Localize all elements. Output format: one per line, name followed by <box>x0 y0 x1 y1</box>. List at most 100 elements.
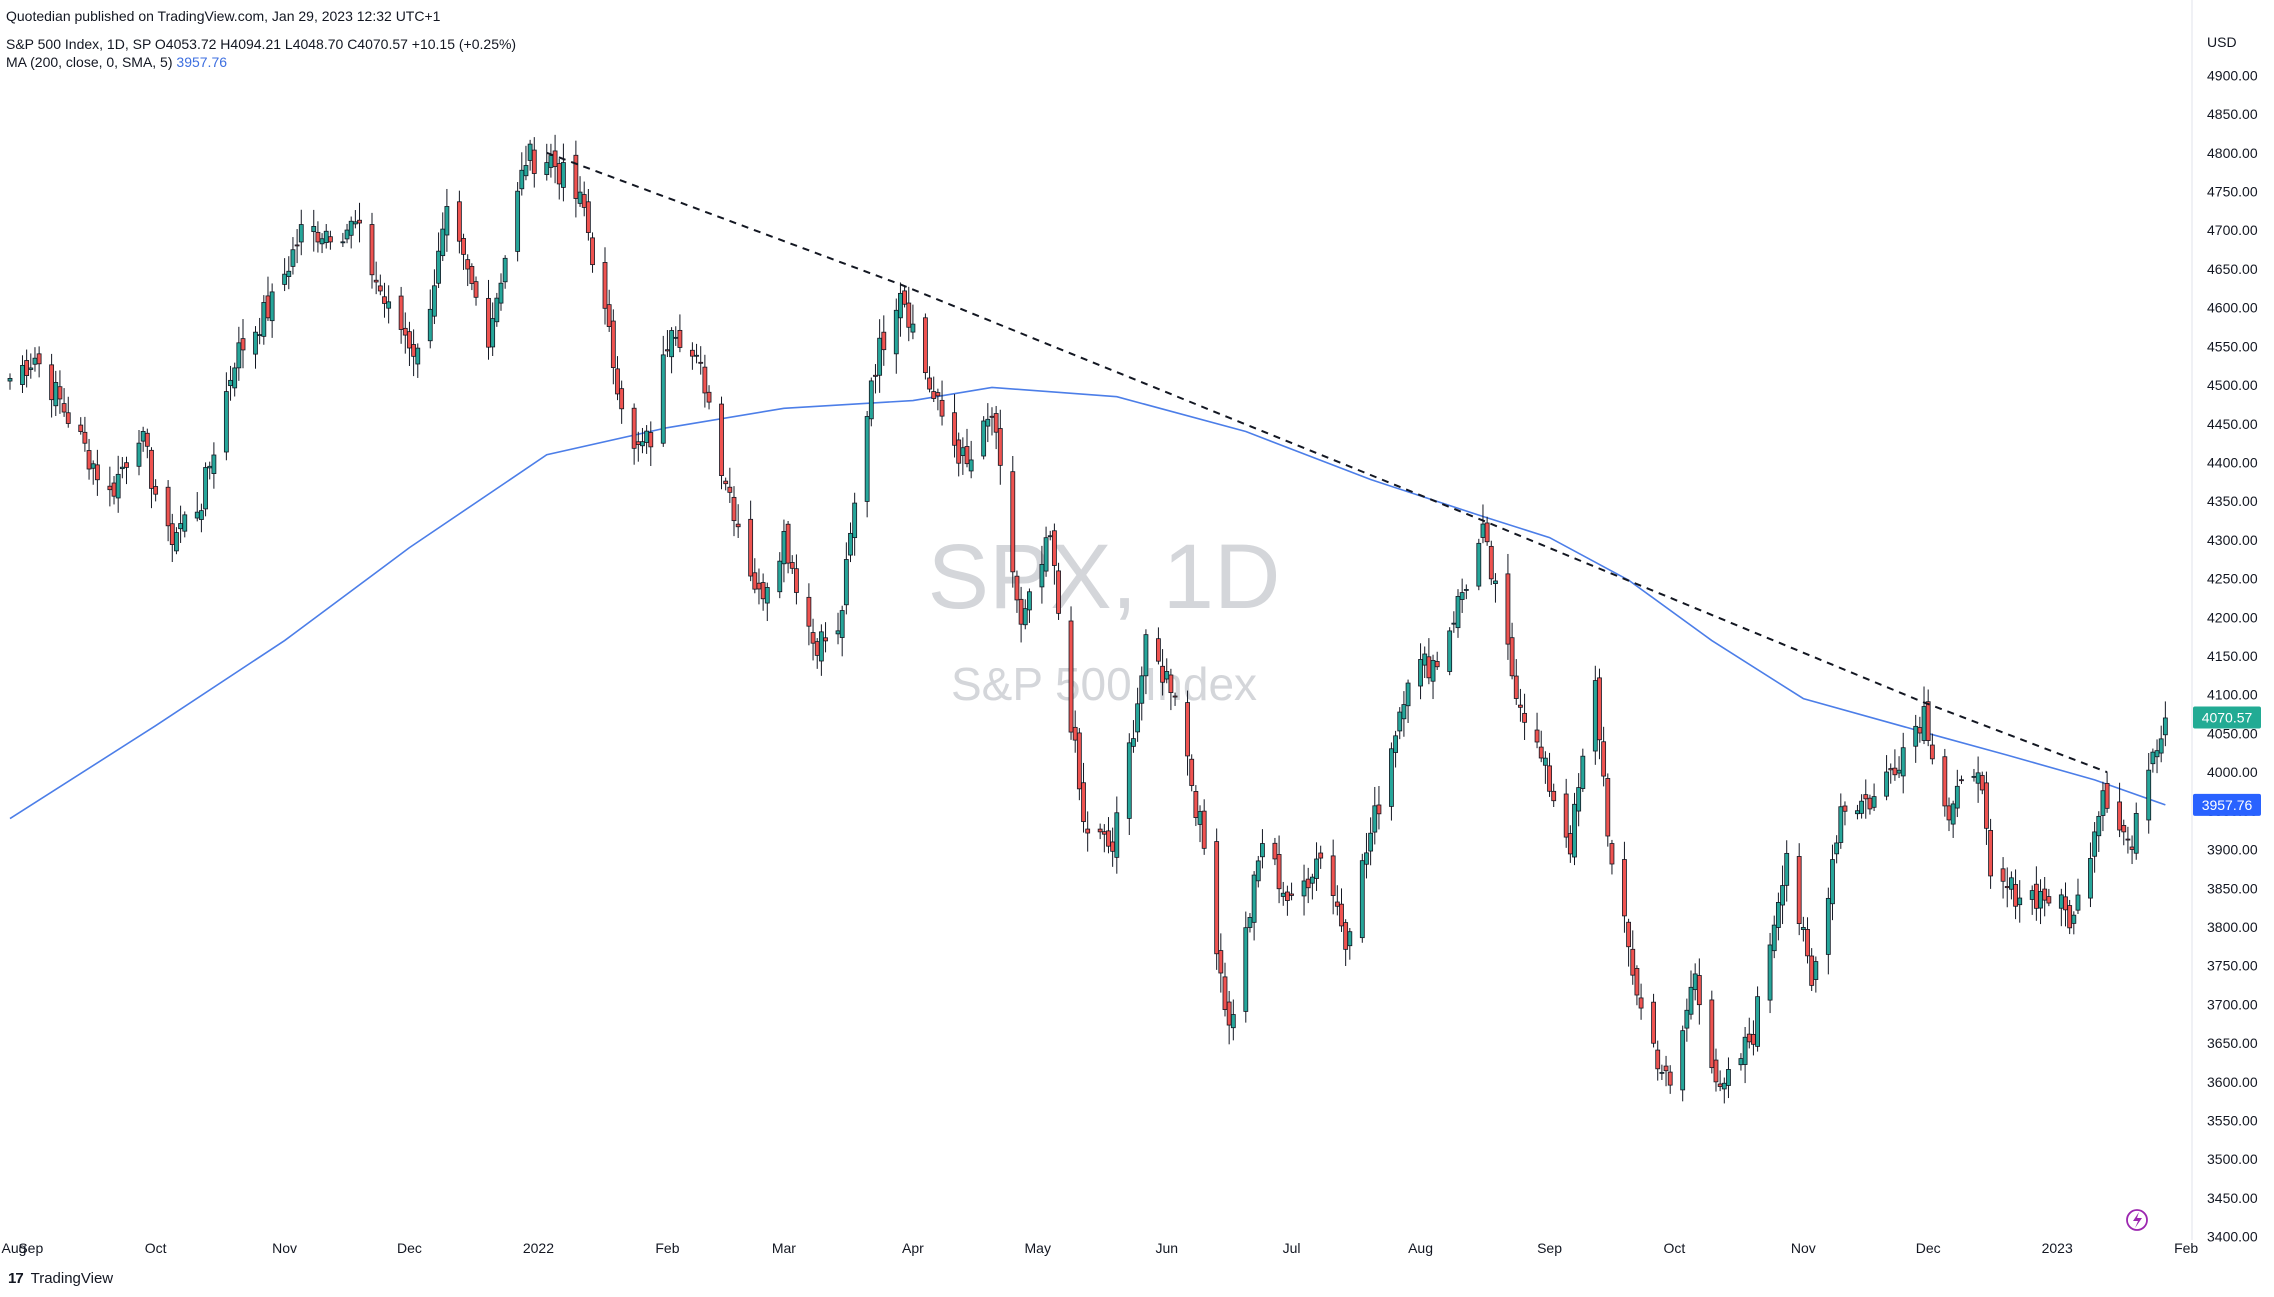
tradingview-footer[interactable]: 17 TradingView <box>8 1270 113 1287</box>
ma-legend[interactable]: MA (200, close, 0, SMA, 5) 3957.76 <box>6 54 227 70</box>
candle-up <box>2092 831 2098 857</box>
candle-down <box>124 462 129 468</box>
candle-down <box>1214 841 1220 955</box>
candle-up <box>1576 787 1582 812</box>
candle-up <box>1971 775 1977 778</box>
candle-down <box>149 449 154 489</box>
candle-up <box>2096 815 2102 837</box>
candle-up <box>2100 790 2106 816</box>
candle-down <box>881 331 887 351</box>
price-axis[interactable]: USD 4900.00 4850.00 4800.00 4750.00 4700.00 4… <box>2191 0 2258 1245</box>
candle-down <box>2063 896 2068 911</box>
candle-up <box>348 220 354 236</box>
y-tick-label: 4600.00 <box>2207 300 2258 316</box>
candle-up <box>1592 680 1598 752</box>
candle-down <box>1979 775 1985 791</box>
candle-down <box>935 392 941 397</box>
y-tick-label: 4850.00 <box>2207 106 2258 122</box>
candle-up <box>415 347 421 365</box>
candle-up <box>311 226 317 233</box>
candle-up <box>1755 996 1760 1047</box>
candle-down <box>1081 782 1086 823</box>
candle-down <box>806 596 812 627</box>
candle-down <box>1959 779 1964 782</box>
candle-up <box>843 559 849 606</box>
candle-down <box>469 266 475 284</box>
candle-down <box>1160 665 1165 683</box>
candle-down <box>1272 842 1278 860</box>
candle-down <box>906 302 912 328</box>
y-tick-label: 4800.00 <box>2207 145 2258 161</box>
candle-down <box>1097 828 1103 833</box>
ma-200-line <box>9 386 2166 820</box>
candle-up <box>669 330 674 358</box>
candle-up <box>1726 1069 1731 1086</box>
y-tick-label: 4000.00 <box>2207 764 2258 780</box>
lightning-icon[interactable] <box>2126 1209 2148 1231</box>
candle-down <box>456 201 462 242</box>
candle-up <box>232 367 238 389</box>
candle-up <box>32 357 38 365</box>
candle-down <box>1218 950 1224 974</box>
candle-down <box>814 641 820 656</box>
candle-down <box>1929 744 1935 760</box>
candle-down <box>1867 797 1873 810</box>
candle-down <box>997 428 1003 466</box>
candle-down <box>2117 801 2122 831</box>
candle-up <box>1680 1030 1686 1091</box>
candle-up <box>498 282 504 304</box>
tradingview-logo-icon: 17 <box>8 1270 24 1287</box>
candle-up <box>1405 682 1411 707</box>
ma-value-badge <box>2193 793 2261 816</box>
trendline[interactable] <box>546 151 2108 774</box>
candle-up <box>2162 717 2168 736</box>
candle-down <box>1651 1001 1656 1044</box>
candle-down <box>1942 756 1948 807</box>
published-note: Quotedian published on TradingView.com, … <box>6 8 441 24</box>
watermark: SPX, 1D S&P 500 Index <box>928 526 1281 710</box>
y-tick-label: 4300.00 <box>2207 532 2258 548</box>
y-tick-label: 4400.00 <box>2207 454 2258 470</box>
candle-down <box>723 480 729 485</box>
candle-down <box>411 344 417 357</box>
candle-down <box>1567 833 1573 855</box>
candle-up <box>1954 785 1960 809</box>
candle-up <box>2146 769 2152 821</box>
candle-down <box>823 637 828 642</box>
x-tick-label: Mar <box>772 1240 796 1256</box>
candle-down <box>1289 893 1294 896</box>
candle-up <box>1247 917 1253 928</box>
candle-down <box>1667 1071 1673 1086</box>
candle-down <box>902 290 907 305</box>
candle-up <box>1451 622 1457 625</box>
candle-down <box>993 413 999 433</box>
y-tick-label: 3750.00 <box>2207 958 2258 974</box>
candle-up <box>261 302 267 337</box>
candle-down <box>327 236 333 243</box>
candle-down <box>2125 838 2131 841</box>
symbol-legend[interactable]: S&P 500 Index, 1D, SP O4053.72 H4094.21 … <box>6 36 517 52</box>
candle-down <box>1193 791 1199 819</box>
candle-up <box>1775 902 1781 928</box>
candle-down <box>61 403 67 413</box>
candle-up <box>1418 659 1423 687</box>
candle-up <box>2058 894 2064 909</box>
candle-down <box>49 364 55 401</box>
candle-up <box>527 143 533 161</box>
candle-up <box>1022 608 1028 626</box>
candle-up <box>1131 738 1136 747</box>
candle-up <box>1838 806 1844 843</box>
y-tick-label: 4350.00 <box>2207 493 2258 509</box>
candle-up <box>1039 563 1045 588</box>
candle-down <box>369 224 375 276</box>
candle-down <box>1484 522 1490 543</box>
trendline-path[interactable] <box>546 151 2108 774</box>
candle-down <box>1101 831 1107 835</box>
candle-up <box>1139 675 1145 704</box>
candle-up <box>1780 885 1785 906</box>
candle-down <box>631 407 637 449</box>
candle-up <box>1463 589 1469 591</box>
candle-down <box>923 317 928 374</box>
